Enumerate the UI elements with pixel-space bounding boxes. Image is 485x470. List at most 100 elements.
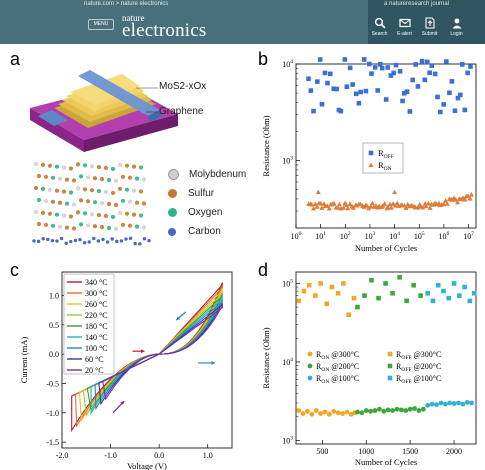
series-on200 <box>355 406 426 416</box>
square-marker <box>430 298 436 304</box>
square-marker <box>351 295 357 301</box>
molybdenum-swatch-icon <box>168 169 179 180</box>
graphene-electrode <box>148 110 162 122</box>
legend-label: RON @300°C <box>316 350 359 361</box>
nav-submit-button[interactable]: Submit <box>419 17 440 39</box>
atom-legend-label: Carbon <box>188 226 221 237</box>
carbon-atom <box>82 240 87 245</box>
nav-search-button[interactable]: Search <box>369 17 390 39</box>
square-marker <box>313 293 318 298</box>
atom-legend-item: Carbon <box>168 222 246 241</box>
atom <box>61 213 67 218</box>
atom <box>50 175 56 180</box>
square-marker <box>363 88 369 94</box>
logo-nature[interactable]: nature <box>122 13 145 23</box>
triangle-marker <box>465 193 471 198</box>
square-marker <box>419 58 425 64</box>
panel-label-a: a <box>10 49 21 69</box>
circle-marker <box>469 400 475 406</box>
atom <box>50 223 56 228</box>
legend-label: 100 °C <box>85 344 108 353</box>
atom <box>103 213 109 219</box>
triangle-marker <box>335 204 341 210</box>
legend-box <box>63 273 115 375</box>
legend-label: RON @200°C <box>316 362 359 373</box>
x-tick-label: 101 <box>315 231 326 241</box>
triangle-marker <box>382 201 388 206</box>
legend-label: RON <box>378 160 392 172</box>
circle-marker <box>307 375 313 381</box>
square-marker <box>324 301 330 307</box>
nav-login-button[interactable]: Login <box>446 17 467 39</box>
atom <box>120 174 126 179</box>
square-marker <box>446 295 452 301</box>
circle-marker <box>368 408 374 414</box>
carbon-atom <box>142 237 147 241</box>
atom <box>78 222 84 227</box>
atom <box>54 212 60 217</box>
triangle-marker <box>368 162 374 167</box>
triangle-marker <box>315 189 321 195</box>
atom <box>64 201 70 206</box>
square-marker <box>311 108 316 114</box>
header-tagline: a natureresearch journal <box>384 1 450 7</box>
atom <box>57 200 63 205</box>
square-marker <box>465 70 470 76</box>
square-marker <box>347 65 353 71</box>
x-tick-label: 1000 <box>358 447 374 456</box>
circle-marker <box>313 408 319 413</box>
carbon-atom <box>133 241 137 246</box>
square-marker <box>397 274 402 280</box>
square-marker <box>355 304 360 310</box>
crystal-structure <box>32 161 151 246</box>
nav-login-label: Login <box>450 31 463 37</box>
oxygen-swatch-icon <box>168 208 177 217</box>
legend-label: ROFF <box>378 148 394 160</box>
legend-label: 220 °C <box>85 311 108 320</box>
atom-legend-label: Molybdenum <box>189 169 247 180</box>
atom <box>57 176 63 181</box>
square-marker <box>329 284 335 290</box>
atom <box>141 177 147 182</box>
triangle-marker <box>319 205 325 210</box>
square-marker <box>317 57 323 62</box>
y-tick-label: 0.0 <box>49 350 59 359</box>
logo-electronics[interactable]: electronics <box>122 20 207 41</box>
legend-label: ROFF @100°C <box>396 374 441 385</box>
atom-legend: Molybdenum Sulfur Oxygen Carbon <box>168 165 246 241</box>
login-icon <box>452 18 461 29</box>
circle-marker <box>305 408 310 414</box>
menu-button[interactable]: MENU <box>88 19 114 30</box>
square-marker <box>362 293 367 298</box>
legend: 340 °C 300 °C 260 °C 220 °C 180 °C 140 °C 100 … <box>63 273 115 375</box>
square-marker <box>432 71 438 77</box>
square-marker <box>449 79 455 84</box>
x-tick-label: 0.0 <box>154 451 164 460</box>
atom-legend-item: Molybdenum <box>168 165 246 184</box>
carbon-atom <box>36 239 41 244</box>
atom <box>71 202 77 207</box>
carbon-atom <box>119 239 124 243</box>
square-marker <box>350 82 355 87</box>
nav-search-label: Search <box>371 31 388 37</box>
atom <box>141 225 147 230</box>
legend-label: 140 °C <box>85 333 108 342</box>
atom <box>124 187 130 192</box>
triangle-marker <box>462 196 468 202</box>
square-marker <box>306 76 311 82</box>
series-on300 <box>296 408 358 417</box>
circle-marker <box>372 408 378 413</box>
square-marker <box>319 101 325 107</box>
nav-ealert-button[interactable]: E-alert <box>394 17 415 39</box>
nav-ealert-label: E-alert <box>397 31 412 37</box>
triangle-marker <box>444 201 450 206</box>
triangle-marker <box>467 196 473 201</box>
atom <box>40 162 46 167</box>
square-marker <box>376 295 381 301</box>
atom <box>131 212 137 217</box>
y-tick-label: -1.5 <box>46 438 59 447</box>
breadcrumb-journal[interactable]: nature electronics <box>120 1 169 7</box>
circle-marker <box>412 406 417 411</box>
y-tick-label: -0.5 <box>46 379 59 388</box>
breadcrumb-home[interactable]: nature.com <box>84 1 115 7</box>
